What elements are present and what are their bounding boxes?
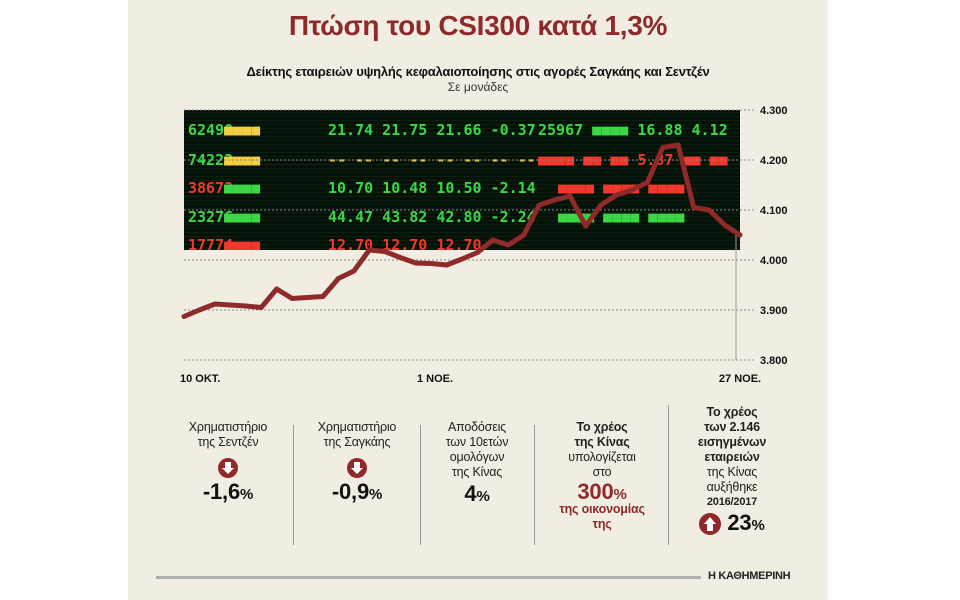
stat-corp-title-2: των 2.146 bbox=[704, 420, 760, 434]
stat-shenzhen: Χρηματιστήριο της Σεντζέν -1,6% bbox=[168, 420, 288, 504]
grid-lines bbox=[184, 109, 756, 361]
stat-bonds-value: 4% bbox=[464, 481, 490, 506]
svg-text:25967 ■■■■ 16.88 4.12: 25967 ■■■■ 16.88 4.12 bbox=[538, 121, 728, 139]
svg-text:44.47 43.82 42.80 -2.24: 44.47 43.82 42.80 -2.24 bbox=[328, 208, 536, 226]
stat-corp-title-1: Το χρέος bbox=[706, 405, 758, 419]
stat-shanghai-label-1: Χρηματιστήριο bbox=[317, 420, 397, 434]
y-axis: 4.300 4.200 4.100 4.000 3.900 3.800 bbox=[760, 105, 788, 367]
brand-logo: Η ΚΑΘΗΜΕΡΙΝΗ bbox=[708, 570, 791, 582]
series-line-path bbox=[181, 142, 743, 319]
stat-shenzhen-value: -1,6% bbox=[202, 479, 254, 504]
stat-debt-title-1: Το χρέος bbox=[576, 420, 628, 434]
infographic-card: Πτώση του CSI300 κατά 1,3% Δείκτης εταιρ… bbox=[128, 0, 828, 600]
stat-corp-text-2: αυξήθηκε bbox=[706, 480, 758, 494]
chart-title: Δείκτης εταιρειών υψηλής κεφαλαιοποίησης… bbox=[246, 64, 710, 79]
y-tick-label: 3.800 bbox=[760, 355, 788, 367]
stat-corp-value: 23% bbox=[727, 510, 765, 535]
stat-debt-tail-2: της bbox=[592, 517, 612, 531]
y-tick-label: 4.100 bbox=[760, 205, 788, 217]
stat-bonds-label-2: των 10ετών bbox=[445, 435, 509, 449]
arrow-down-icon bbox=[218, 458, 238, 478]
svg-text:21.74 21.75 21.66 -0.37: 21.74 21.75 21.66 -0.37 bbox=[328, 121, 536, 139]
svg-text:■■■■: ■■■■ bbox=[224, 121, 260, 139]
stat-bonds: Αποδόσεις των 10ετών ομολόγων της Κίνας … bbox=[424, 420, 530, 506]
stat-debt-text-2: στο bbox=[592, 465, 612, 479]
stat-bonds-label-4: της Κίνας bbox=[451, 465, 503, 479]
stat-debt-title-2: της Κίνας bbox=[574, 435, 630, 449]
divider bbox=[293, 425, 294, 545]
svg-text:62490: 62490 bbox=[188, 121, 233, 139]
y-tick-label: 4.300 bbox=[760, 105, 788, 117]
stat-bonds-label-3: ομολόγων bbox=[449, 450, 505, 464]
stat-corp-text-1: της Κίνας bbox=[706, 465, 758, 479]
stat-bonds-label-1: Αποδόσεις bbox=[448, 420, 506, 434]
stat-china-debt: Το χρέος της Κίνας υπολογίζεται στο 300%… bbox=[538, 420, 666, 532]
stat-shanghai-value: -0,9% bbox=[331, 479, 383, 504]
divider bbox=[420, 425, 421, 545]
x-axis: 10 ΟΚΤ. 1 ΝΟΕ. 27 ΝΟΕ. bbox=[180, 373, 761, 385]
stat-corporate-debt: Το χρέος των 2.146 εισηγμένων εταιρειών … bbox=[672, 405, 792, 535]
stat-shanghai-label-2: της Σαγκάης bbox=[323, 435, 391, 449]
svg-text:12.70 12.70 12.70: 12.70 12.70 12.70 bbox=[328, 236, 482, 254]
svg-text:74223: 74223 bbox=[188, 151, 233, 169]
arrow-down-icon bbox=[347, 458, 367, 478]
svg-text:23276: 23276 bbox=[188, 208, 233, 226]
y-tick-label: 4.000 bbox=[760, 255, 788, 267]
divider bbox=[668, 405, 669, 545]
line-chart: 62490 74223 38673 23276 17774 290 ■■■■ ■… bbox=[180, 105, 788, 385]
stat-corp-value-row: 23% bbox=[672, 510, 792, 535]
headline: Πτώση του CSI300 κατά 1,3% bbox=[288, 10, 668, 41]
stat-shenzhen-label-2: της Σεντζέν bbox=[197, 435, 259, 449]
divider bbox=[534, 425, 535, 545]
svg-text:38673: 38673 bbox=[188, 179, 233, 197]
footer-rule bbox=[156, 576, 701, 579]
x-tick-label: 1 ΝΟΕ. bbox=[417, 373, 453, 385]
stat-debt-tail-1: της οικονομίας bbox=[559, 502, 645, 516]
svg-text:-- -- -- -- -- -- -- --: -- -- -- -- -- -- -- -- bbox=[328, 151, 536, 169]
svg-text:■■■■ ■■■■ ■■■■: ■■■■ ■■■■ ■■■■ bbox=[558, 179, 684, 197]
x-tick-label: 10 ΟΚΤ. bbox=[180, 373, 220, 385]
stat-corp-period: 2016/2017 bbox=[706, 496, 758, 508]
svg-text:■■■■: ■■■■ bbox=[224, 208, 260, 226]
ticker-board-photo: 62490 74223 38673 23276 17774 290 ■■■■ ■… bbox=[184, 110, 740, 318]
stat-debt-text-1: υπολογίζεται bbox=[568, 450, 636, 464]
series-line bbox=[181, 142, 743, 319]
stat-debt-value: 300% bbox=[577, 479, 627, 504]
stat-shenzhen-label-1: Χρηματιστήριο bbox=[188, 420, 268, 434]
svg-text:■■■■: ■■■■ bbox=[224, 236, 260, 254]
stat-shanghai: Χρηματιστήριο της Σαγκάης -0,9% bbox=[298, 420, 416, 504]
y-tick-label: 4.200 bbox=[760, 155, 788, 167]
stat-corp-title-3: εισηγμένων bbox=[697, 435, 767, 449]
svg-text:■■■■: ■■■■ bbox=[224, 151, 260, 169]
svg-text:10.70 10.48 10.50 -2.14: 10.70 10.48 10.50 -2.14 bbox=[328, 179, 536, 197]
x-tick-label: 27 ΝΟΕ. bbox=[719, 373, 761, 385]
stat-corp-title-4: εταιρειών bbox=[704, 450, 760, 464]
units-label: Σε μονάδες bbox=[447, 80, 509, 94]
y-tick-label: 3.900 bbox=[760, 305, 788, 317]
arrow-up-icon bbox=[699, 513, 722, 535]
svg-text:17774: 17774 bbox=[188, 236, 233, 254]
svg-text:■■■■: ■■■■ bbox=[224, 179, 260, 197]
